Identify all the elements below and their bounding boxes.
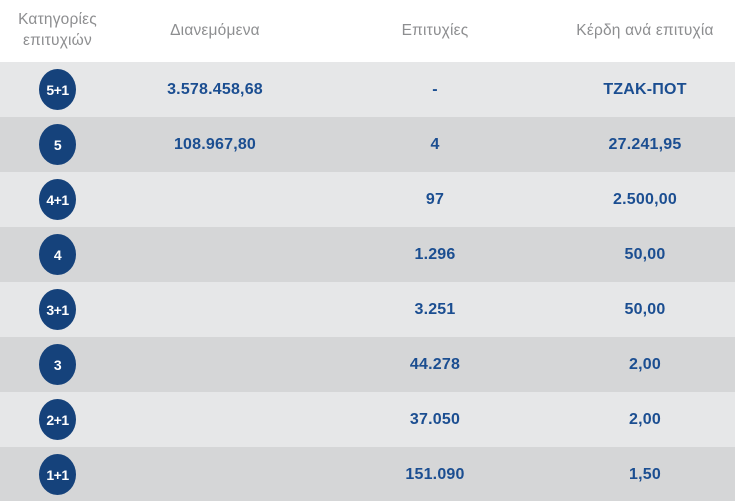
table-row: 3+1 3.251 50,00	[0, 282, 735, 337]
header-prize-per-win: Κέρδη ανά επιτυχία	[576, 21, 714, 39]
prize-value: 2.500,00	[613, 190, 677, 208]
winners-value: 37.050	[409, 410, 461, 428]
tier-badge-cell: 1+1	[0, 454, 115, 495]
table-row: 4 1.296 50,00	[0, 227, 735, 282]
header-distributed: Διανεμόμενα	[170, 21, 260, 39]
winners-value: 151.090	[405, 465, 465, 483]
header-category-line1: Κατηγορίες	[18, 11, 97, 29]
tier-badge-cell: 2+1	[0, 399, 115, 440]
prize-value: 2,00	[629, 410, 661, 428]
table-header-row: Κατηγορίες επιτυχιών Διανεμόμενα Επιτυχί…	[0, 0, 735, 62]
tier-badge-cell: 4+1	[0, 179, 115, 220]
prize-value: 2,00	[629, 355, 661, 373]
tier-badge: 3	[39, 344, 76, 385]
header-winners: Επιτυχίες	[401, 21, 469, 39]
distributed-value: 3.578.458,68	[167, 80, 263, 98]
winners-value: 3.251	[414, 300, 456, 318]
tier-badge: 3+1	[39, 289, 76, 330]
tier-badge-cell: 3	[0, 344, 115, 385]
prize-value: 50,00	[624, 245, 666, 263]
winners-value: 44.278	[409, 355, 461, 373]
distributed-value: 108.967,80	[173, 135, 257, 153]
tier-badge: 4+1	[39, 179, 76, 220]
table-row: 3 44.278 2,00	[0, 337, 735, 392]
tier-badge: 4	[39, 234, 76, 275]
tier-badge: 5	[39, 124, 76, 165]
winners-value: 97	[425, 190, 445, 208]
prize-value: 50,00	[624, 300, 666, 318]
header-category-line2: επιτυχιών	[23, 32, 92, 49]
tier-badge-cell: 5+1	[0, 69, 115, 110]
prize-value: 1,50	[629, 465, 661, 483]
winners-value: -	[432, 80, 438, 98]
winners-value: 4	[430, 135, 440, 153]
prize-value: ΤΖΑΚ-ΠΟΤ	[603, 80, 687, 98]
table-row: 5+1 3.578.458,68 - ΤΖΑΚ-ΠΟΤ	[0, 62, 735, 117]
tier-badge: 1+1	[39, 454, 76, 495]
tier-badge-cell: 4	[0, 234, 115, 275]
header-category: Κατηγορίες επιτυχιών	[0, 10, 115, 52]
tier-badge: 5+1	[39, 69, 76, 110]
table-row: 1+1 151.090 1,50	[0, 447, 735, 501]
tier-badge: 2+1	[39, 399, 76, 440]
prize-value: 27.241,95	[608, 135, 682, 153]
table-row: 5 108.967,80 4 27.241,95	[0, 117, 735, 172]
table-row: 4+1 97 2.500,00	[0, 172, 735, 227]
tier-badge-cell: 3+1	[0, 289, 115, 330]
table-row: 2+1 37.050 2,00	[0, 392, 735, 447]
tier-badge-cell: 5	[0, 124, 115, 165]
winners-value: 1.296	[414, 245, 456, 263]
